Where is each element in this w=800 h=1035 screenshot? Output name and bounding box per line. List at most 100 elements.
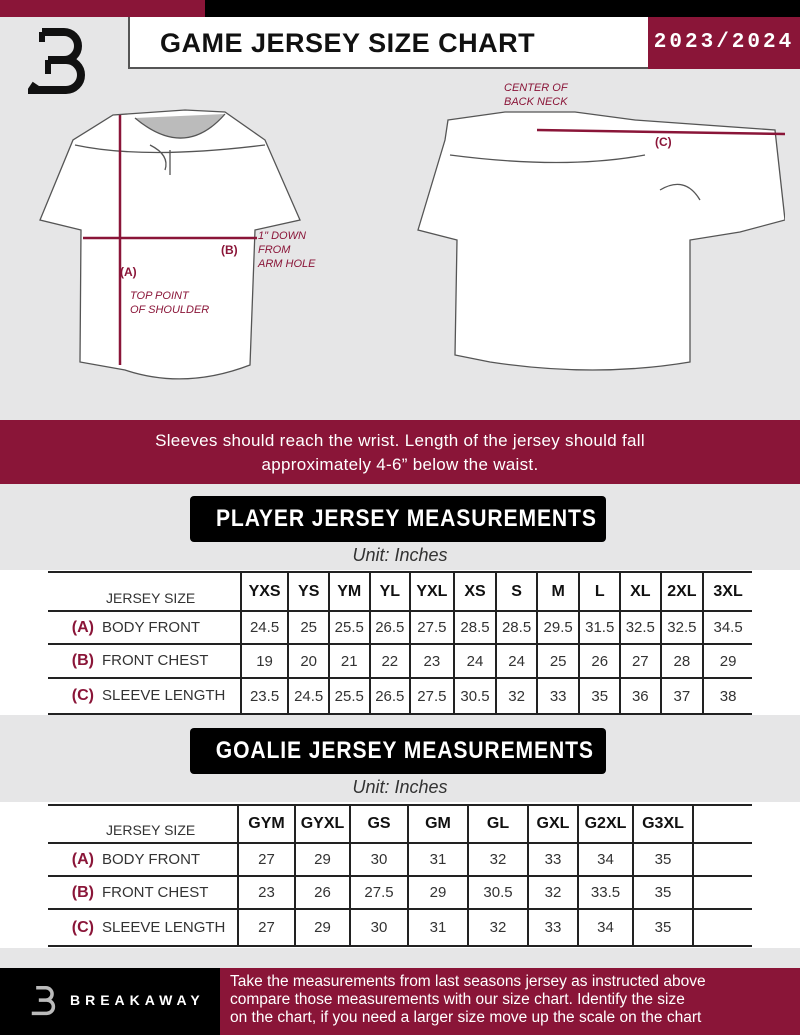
measurement-cell: 28.5: [495, 611, 537, 645]
measurement-lines: [83, 115, 785, 365]
note-line: 1" DOWN: [258, 230, 306, 242]
measurement-cell: [692, 909, 752, 947]
size-header: YL: [368, 571, 411, 612]
measurement-cell: 37: [659, 678, 704, 715]
size-header: S: [495, 571, 537, 612]
footer-line: on the chart, if you need a larger size …: [230, 1009, 702, 1026]
measurement-cell: [692, 843, 752, 877]
size-header: GM: [407, 804, 468, 844]
header-row: JERSEY SIZE GYM GYXL GS GM GL GXL G2XL G3XL: [48, 804, 752, 844]
measurement-cell: 28: [659, 644, 704, 679]
measurement-cell: 23: [237, 876, 295, 910]
row-code: (C): [71, 918, 94, 936]
measurement-cell: 19: [239, 644, 289, 679]
footer-brand: BREAKAWAY: [0, 968, 220, 1035]
player-size-table: JERSEY SIZE YXS YS YM YL YXL XS S M L XL 2XL 3XL (A) B…: [48, 571, 752, 715]
measurement-cell: 24: [452, 644, 497, 679]
measurement-cell: 33: [527, 843, 578, 877]
size-header: YXL: [409, 571, 454, 612]
note-arm-hole: 1" DOWN FROM ARM HOLE: [258, 229, 315, 271]
size-header: G3XL: [632, 804, 693, 844]
measurement-cell: 24: [495, 644, 537, 679]
player-section-title: PLAYER JERSEY MEASUREMENTS: [215, 505, 597, 532]
row-name: FRONT CHEST: [102, 652, 209, 669]
measurement-cell: 32: [527, 876, 578, 910]
size-header: GL: [467, 804, 528, 844]
measurement-cell: 23: [409, 644, 454, 679]
goalie-size-table: JERSEY SIZE GYM GYXL GS GM GL GXL G2XL G3XL (A) BO…: [48, 804, 752, 947]
row-code: (C): [71, 687, 94, 704]
size-header: YS: [287, 571, 329, 612]
row-label: (B) FRONT CHEST: [48, 876, 238, 910]
goalie-section-title: GOALIE JERSEY MEASUREMENTS: [215, 737, 594, 764]
header-row: JERSEY SIZE YXS YS YM YL YXL XS S M L XL 2XL 3XL: [48, 571, 752, 612]
note-line: OF SHOULDER: [130, 304, 210, 316]
measurement-cell: 36: [619, 678, 661, 715]
measurement-cell: 33: [527, 909, 578, 947]
measurement-cell: 27.5: [409, 611, 454, 645]
measurement-cell: 31.5: [578, 611, 621, 645]
measurement-cell: 26: [578, 644, 621, 679]
row-label: (C) SLEEVE LENGTH: [48, 909, 238, 947]
footer-instructions: Take the measurements from last seasons …: [220, 968, 800, 1035]
measurement-cell: 35: [632, 909, 693, 947]
table-row: (C) SLEEVE LENGTH 23.5 24.5 25.5 26.5 27.5 30.5…: [48, 678, 752, 715]
row-name: SLEEVE LENGTH: [102, 687, 226, 704]
measurement-cell: 22: [368, 644, 411, 679]
row-name: FRONT CHEST: [102, 883, 209, 901]
season-label: 2023/2024: [648, 17, 800, 69]
jersey-front: [39, 109, 301, 380]
row-label: (C) SLEEVE LENGTH: [48, 678, 241, 715]
measurement-cell: 34: [577, 843, 633, 877]
measurement-cell: 29: [294, 909, 350, 947]
measurement-cell: 27.5: [409, 678, 454, 715]
size-header-label: JERSEY SIZE: [48, 804, 238, 844]
measurement-cell: 25.5: [327, 678, 370, 715]
footer-line: Take the measurements from last seasons …: [230, 973, 706, 990]
top-accent-bar: [0, 0, 205, 17]
size-header: 3XL: [702, 571, 752, 612]
table-row: (A) BODY FRONT 24.5 25 25.5 26.5 27.5 28.5 28.5 2…: [48, 611, 752, 645]
measurement-cell: 31: [407, 909, 468, 947]
top-black-bar: [205, 0, 800, 17]
measurement-cell: 28.5: [452, 611, 497, 645]
goalie-section-header: GOALIE JERSEY MEASUREMENTS: [190, 728, 606, 774]
row-code: (A): [71, 850, 94, 868]
footer-line: compare those measurements with our size…: [230, 991, 685, 1008]
title-box: GAME JERSEY SIZE CHART: [128, 17, 648, 69]
measurement-cell: [692, 876, 752, 910]
label-c: (C): [655, 135, 672, 149]
size-header: XL: [619, 571, 661, 612]
row-code: (A): [71, 618, 94, 636]
goalie-unit: Unit: Inches: [352, 777, 448, 797]
size-header: G2XL: [577, 804, 633, 844]
row-name: BODY FRONT: [102, 618, 201, 636]
measurement-cell: 25: [287, 611, 329, 645]
table-row: (C) SLEEVE LENGTH 27 29 30 31 32 33 34 35: [48, 909, 752, 947]
measurement-cell: 34: [577, 909, 633, 947]
measurement-cell: 30.5: [467, 876, 528, 910]
measurement-cell: 33: [535, 678, 580, 715]
measurement-cell: 35: [578, 678, 621, 715]
measurement-cell: 32: [495, 678, 537, 715]
jersey-back: [417, 111, 785, 371]
measurement-cell: 30: [349, 843, 408, 877]
size-header-label: JERSEY SIZE: [48, 571, 241, 612]
measurement-cell: 25: [535, 644, 580, 679]
brand-logo-icon: [31, 986, 56, 1016]
measurement-cell: 26.5: [368, 678, 411, 715]
measurement-cell: 34.5: [702, 611, 752, 645]
page-title: GAME JERSEY SIZE CHART: [160, 28, 536, 58]
size-header: M: [535, 571, 580, 612]
size-header: GYM: [237, 804, 295, 844]
size-header: GXL: [527, 804, 578, 844]
brand-logo-icon: [28, 28, 85, 94]
measurement-cell: 23.5: [239, 678, 289, 715]
measurement-cell: 30.5: [452, 678, 497, 715]
player-section-header: PLAYER JERSEY MEASUREMENTS: [190, 496, 606, 542]
row-label: (A) BODY FRONT: [48, 843, 238, 877]
note-top-point: TOP POINT OF SHOULDER: [130, 289, 209, 317]
player-unit: Unit: Inches: [352, 545, 448, 565]
measurement-cell: 29: [407, 876, 468, 910]
note-line: FROM: [258, 244, 291, 256]
